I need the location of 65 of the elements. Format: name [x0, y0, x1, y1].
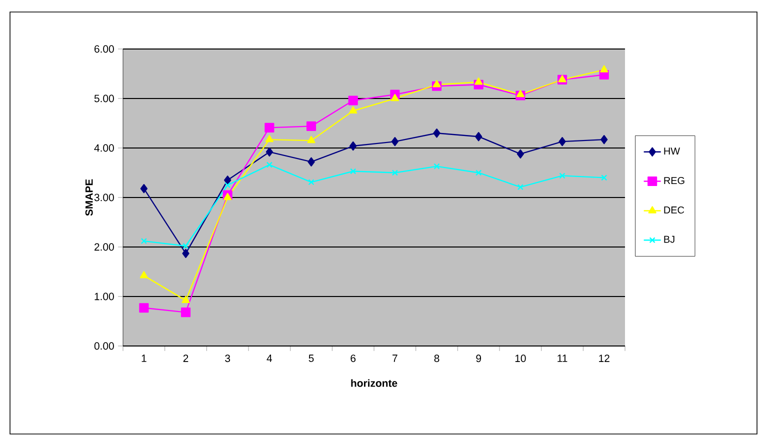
x-tick-label: 2: [183, 354, 188, 362]
point: [224, 192, 232, 200]
point: [139, 303, 149, 313]
point: [600, 134, 608, 144]
y-tick-label: 0.00: [94, 342, 114, 350]
point: [516, 90, 524, 98]
y-tick-label: 3.00: [94, 194, 114, 202]
point: [350, 141, 357, 151]
point: [182, 296, 190, 304]
point: [307, 136, 316, 144]
point: [182, 242, 189, 250]
point: [224, 182, 231, 188]
point: [390, 94, 399, 102]
point: [140, 184, 148, 194]
point: [391, 136, 399, 146]
x-tick-label: 3: [225, 354, 230, 362]
x-tick-label: 1: [142, 354, 146, 362]
x-tick-label: 9: [476, 354, 481, 362]
y-tick-label: 1.00: [94, 292, 114, 300]
point: [516, 149, 524, 159]
point: [559, 172, 566, 179]
point: [476, 170, 482, 176]
legend-label: DEC: [664, 206, 684, 214]
x-tick-label: 11: [558, 354, 568, 362]
point: [558, 136, 566, 146]
point: [306, 121, 316, 131]
point: [349, 106, 358, 114]
point: [308, 157, 315, 166]
point: [434, 163, 440, 170]
point: [224, 176, 232, 185]
point: [517, 184, 524, 190]
y-tick-label: 2.00: [94, 243, 114, 251]
legend-label: BJ: [664, 236, 674, 243]
point: [266, 147, 274, 157]
point: [266, 162, 272, 168]
x-axis-title: horizonte: [351, 379, 398, 387]
point: [392, 170, 398, 176]
point: [601, 174, 608, 181]
point: [180, 308, 191, 318]
point: [475, 132, 482, 142]
x-tick-label: 10: [515, 354, 526, 362]
y-tick-label: 5.00: [94, 94, 114, 102]
point: [265, 134, 274, 142]
point: [140, 271, 148, 278]
y-axis-title: SMAPE: [85, 179, 93, 216]
x-tick-label: 7: [392, 354, 398, 362]
y-tick-label: 4.00: [94, 144, 114, 152]
point: [350, 168, 356, 174]
legend-label: HW: [664, 148, 680, 155]
x-tick-label: 8: [434, 354, 440, 362]
point: [264, 122, 274, 132]
point: [308, 179, 314, 186]
point: [433, 128, 440, 138]
point: [182, 248, 190, 258]
point: [140, 238, 147, 244]
x-tick-label: 4: [266, 354, 272, 362]
x-tick-label: 6: [350, 354, 356, 362]
x-tick-label: 5: [308, 354, 314, 362]
point: [348, 96, 358, 106]
legend-label: REG: [664, 177, 684, 184]
x-tick-label: 12: [599, 354, 610, 362]
point: [474, 78, 483, 85]
y-tick-label: 6.00: [94, 45, 114, 53]
point: [600, 65, 608, 72]
point: [432, 80, 441, 88]
